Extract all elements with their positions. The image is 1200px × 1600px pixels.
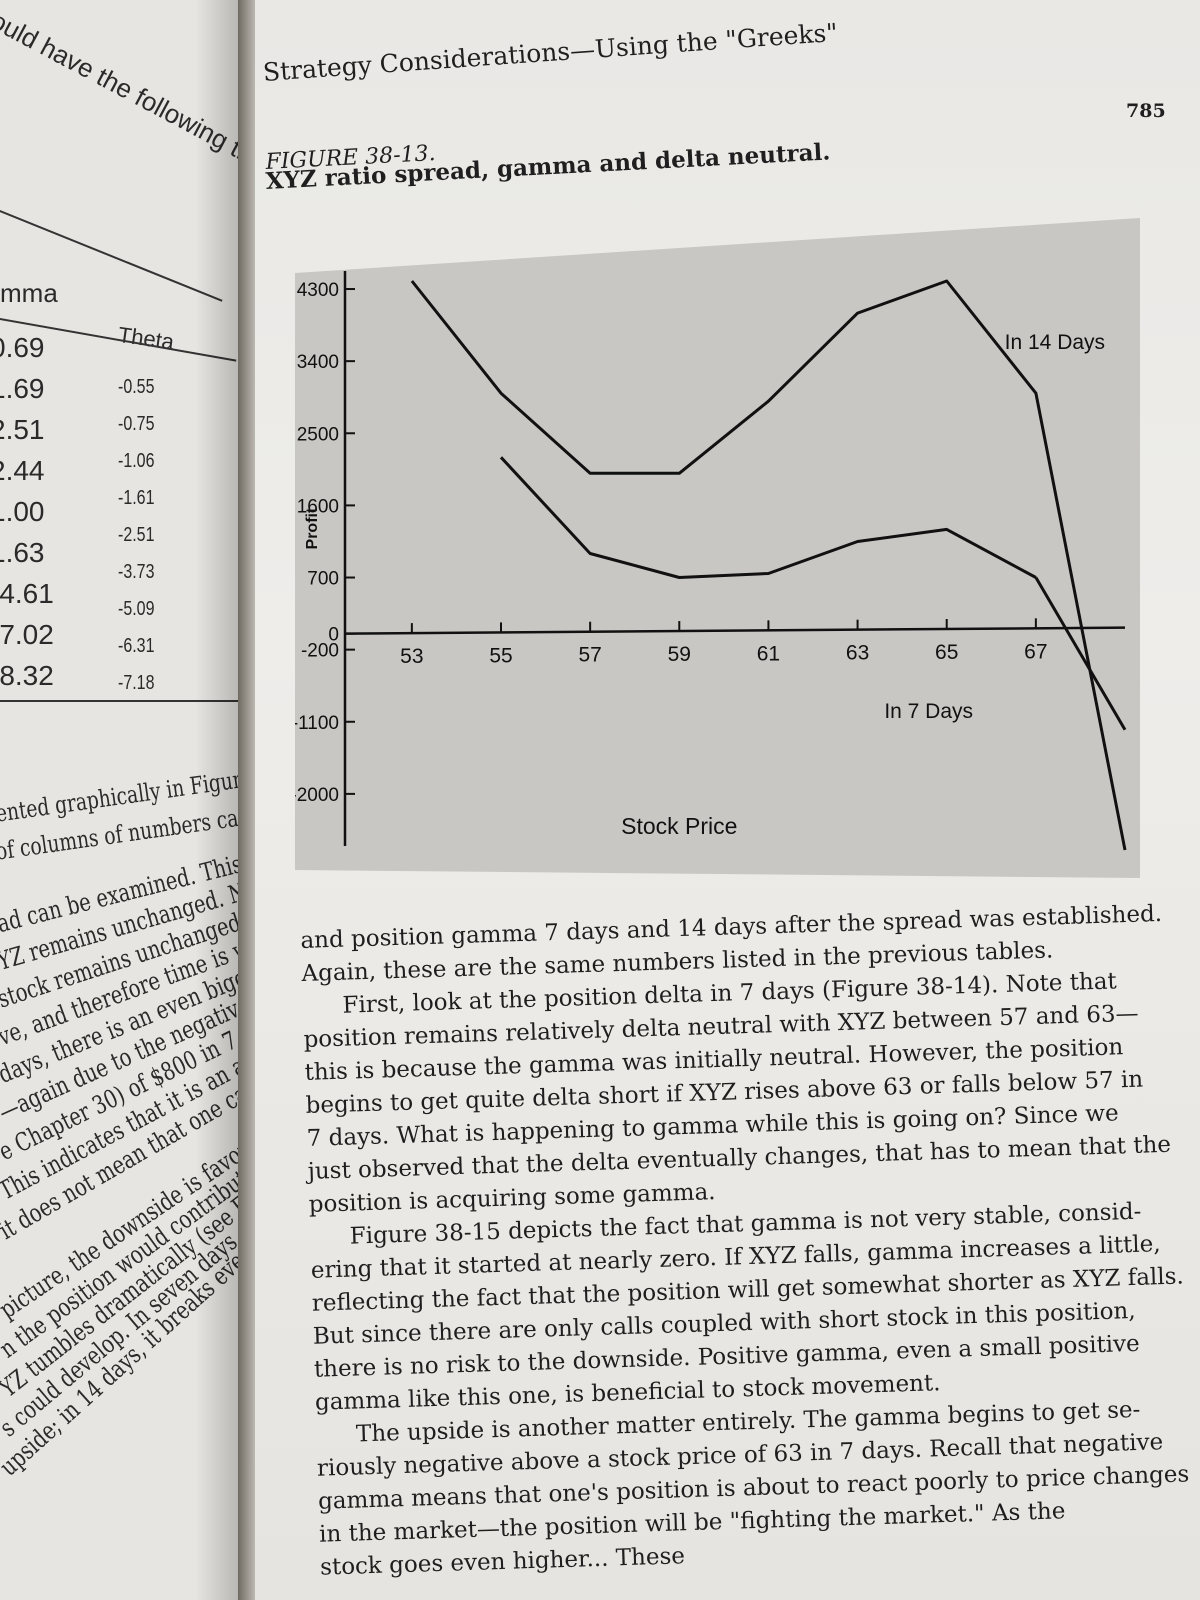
series-line-14-days xyxy=(410,279,1127,851)
y-tick-label: -2000 xyxy=(295,785,339,806)
theta-value: -3.73 xyxy=(118,561,155,583)
left-theta-header: Theta xyxy=(116,322,176,355)
y-tick-label: -1100 xyxy=(295,713,339,734)
y-tick-label: 2500 xyxy=(297,424,339,445)
x-tick-label: 59 xyxy=(668,643,691,666)
y-tick-label: 0 xyxy=(328,625,339,646)
theta-value: -0.55 xyxy=(118,376,155,398)
y-tick-label: 700 xyxy=(307,569,339,590)
gamma-value: 2.51 xyxy=(0,414,45,445)
gamma-value: 1.63 xyxy=(0,537,45,568)
gamma-value: 1.69 xyxy=(0,373,45,404)
left-bottom-rule xyxy=(0,700,240,702)
gamma-value: -8.32 xyxy=(0,660,54,691)
x-tick-label: 63 xyxy=(846,642,869,665)
x-tick-label: 53 xyxy=(400,645,423,668)
y-tick-label: 3400 xyxy=(297,352,339,373)
x-axis-label: Stock Price xyxy=(621,813,737,839)
gamma-value: -7.02 xyxy=(0,619,54,650)
chart-background xyxy=(295,218,1140,878)
x-axis xyxy=(344,626,1126,635)
page-number: 785 xyxy=(1126,100,1166,122)
gamma-value: 2.44 xyxy=(0,455,45,486)
theta-value: -0.75 xyxy=(118,413,155,435)
gamma-value: 1.00 xyxy=(0,496,45,527)
gamma-value: 0.69 xyxy=(0,332,45,363)
series-label-14-days: In 14 Days xyxy=(1005,331,1105,354)
theta-value: -1.61 xyxy=(118,487,155,509)
y-tick-label: 4300 xyxy=(297,280,339,301)
y-tick-label: -200 xyxy=(301,641,339,662)
x-tick-label: 57 xyxy=(578,644,601,667)
theta-value: -7.18 xyxy=(118,672,155,694)
x-tick-label: 65 xyxy=(935,641,958,664)
y-tick-label: 1600 xyxy=(297,496,339,517)
x-tick-label: 67 xyxy=(1024,640,1047,663)
x-tick-label: 61 xyxy=(757,642,780,665)
theta-value: -5.09 xyxy=(118,598,155,620)
series-line-7-days xyxy=(499,456,1037,579)
theta-value: -2.51 xyxy=(118,524,155,546)
theta-value: -1.06 xyxy=(118,450,155,472)
series-line-7-days-tail xyxy=(1034,576,1127,731)
body-text: and position gamma 7 days and 14 days af… xyxy=(300,898,1190,1585)
left-gamma-header: mma xyxy=(0,278,58,308)
profit-chart: 4300 3400 2500 1600 700 0-200 -1100 -2000 53 55 57… xyxy=(295,218,1140,878)
series-label-7-days: In 7 Days xyxy=(884,700,973,723)
theta-value: -6.31 xyxy=(118,635,155,657)
y-axis-label: Profit xyxy=(304,507,321,549)
left-page: ould have the following the mma Theta 0.… xyxy=(0,0,327,1600)
x-tick-label: 55 xyxy=(489,644,512,667)
gamma-value: -4.61 xyxy=(0,578,54,609)
